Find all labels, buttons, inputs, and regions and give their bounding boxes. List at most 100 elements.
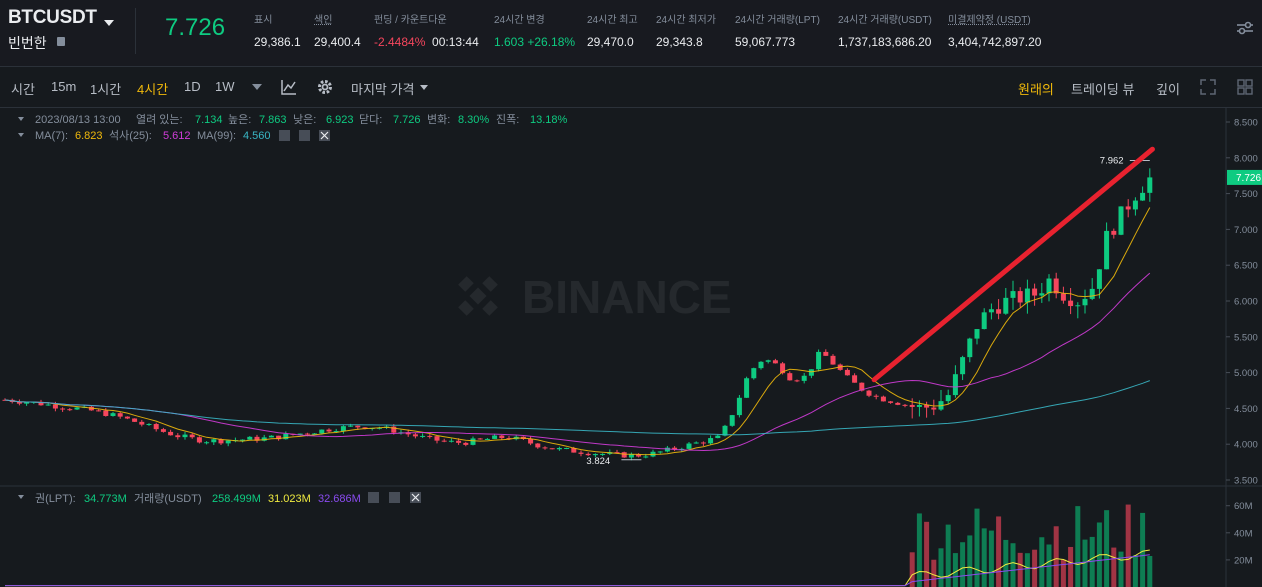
candle-body — [736, 397, 742, 416]
candle-body — [1118, 206, 1124, 235]
view-original[interactable]: 원래의 — [1018, 82, 1054, 97]
interval-4h[interactable]: 4시간 — [137, 82, 169, 97]
candle-body — [600, 453, 606, 455]
view-depth[interactable]: 깊이 — [1156, 82, 1180, 97]
candle-body — [420, 435, 426, 437]
chevron-down-icon[interactable] — [420, 85, 428, 91]
candle-body — [902, 404, 908, 406]
stat-value: 29,386.1 — [254, 35, 301, 49]
candle-body — [297, 433, 303, 435]
stat-value: 29,400.4 — [314, 35, 361, 49]
candle-body — [16, 401, 22, 404]
interval-1h[interactable]: 1시간 — [90, 82, 122, 97]
book-icon[interactable] — [57, 37, 65, 46]
last-price: 7.726 — [165, 14, 226, 41]
candle-body — [556, 447, 562, 450]
volume-settings-icon[interactable] — [389, 492, 400, 503]
sliders-icon[interactable] — [1236, 20, 1254, 36]
candle-body — [931, 407, 937, 410]
stat-label[interactable]: 미결제약정 (USDT) — [948, 15, 1031, 26]
candle-body — [780, 363, 786, 374]
layout-grid-icon[interactable] — [1237, 79, 1253, 95]
volume-ma1-value: 31.023M — [268, 493, 311, 505]
candle-body — [247, 436, 253, 440]
legend-low-label: 낮은: — [293, 113, 316, 126]
candle-body — [283, 433, 289, 440]
candle-body — [1053, 278, 1059, 294]
candle-body — [204, 442, 210, 444]
ohlc-legend: 2023/08/13 13:00 열려 있는: 7.134 높은: 7.863 … — [18, 113, 568, 142]
ma25-line — [4, 272, 1151, 452]
volume-bar — [1010, 543, 1016, 587]
indicator-icon[interactable] — [281, 79, 297, 95]
stat-index: 색인 29,400.4 — [314, 11, 361, 49]
candle-body — [1104, 230, 1110, 270]
candle-body — [700, 442, 706, 444]
legend-close: 7.726 — [393, 114, 421, 126]
candle-body — [729, 415, 735, 426]
candle-body — [916, 404, 922, 407]
volume-bar — [945, 524, 951, 587]
legend-toggle-icon[interactable] — [18, 117, 24, 121]
price-tick-label: 6.000 — [1234, 297, 1258, 308]
volume-toggle-icon[interactable] — [18, 495, 24, 499]
candle-body — [319, 429, 325, 434]
candles — [2, 168, 1153, 461]
settings-gear-icon[interactable] — [317, 79, 333, 95]
candle-body — [751, 368, 757, 379]
volume-bar — [988, 530, 994, 587]
interval-1w[interactable]: 1W — [215, 79, 235, 94]
candle-body — [492, 435, 498, 439]
candle-body — [175, 435, 181, 438]
candle-body — [1032, 288, 1038, 296]
stat-label[interactable]: 색인 — [314, 15, 333, 26]
price-type-select[interactable]: 마지막 가격 — [351, 82, 415, 97]
candle-body — [312, 433, 318, 435]
legend-open: 7.134 — [195, 114, 223, 126]
price-chart[interactable]: BINANCE 8.500 8.000 7.500 7.000 6.500 6.000 5.… — [0, 108, 1262, 587]
ma-visibility-icon[interactable] — [279, 130, 290, 141]
view-tradingview[interactable]: 트레이딩 뷰 — [1071, 82, 1135, 97]
candle-body — [1060, 293, 1066, 301]
candle-body — [801, 375, 807, 381]
stat-label: 24시간 최고 — [587, 15, 638, 26]
candle-body — [67, 409, 73, 411]
stat-value: -2.4484% 00:13:44 — [374, 35, 479, 49]
legend-change: 8.30% — [458, 114, 489, 126]
stat-24h-high: 24시간 최고 29,470.0 — [587, 11, 638, 49]
watermark-text: BINANCE — [522, 271, 732, 323]
volume-visibility-icon[interactable] — [368, 492, 379, 503]
more-intervals-icon[interactable] — [252, 84, 262, 91]
interval-1d[interactable]: 1D — [184, 79, 201, 94]
candle-body — [434, 436, 440, 441]
candle-body — [506, 438, 512, 440]
volume-bar — [1068, 546, 1074, 587]
ma7-label: MA(7): — [35, 130, 68, 142]
candle-body — [211, 439, 217, 443]
candle-body — [139, 421, 145, 425]
candle-body — [657, 451, 663, 453]
fullscreen-icon[interactable] — [1200, 79, 1216, 95]
ma-toggle-icon[interactable] — [18, 133, 24, 137]
chevron-down-icon[interactable] — [104, 20, 114, 26]
volume-bar — [1125, 504, 1131, 587]
price-tick-label: 5.500 — [1234, 332, 1258, 343]
legend-open-label: 열려 있는: — [136, 113, 183, 126]
ma7-value: 6.823 — [75, 130, 103, 142]
candle-body — [1147, 177, 1153, 193]
volume-usdt-value: 258.499M — [212, 493, 261, 505]
candle-body — [636, 454, 642, 457]
candle-body — [844, 369, 850, 376]
funding-rate: -2.4484% — [374, 35, 426, 49]
ma-settings-icon[interactable] — [299, 130, 310, 141]
symbol-name[interactable]: BTCUSDT — [8, 7, 97, 28]
candle-body — [160, 429, 166, 432]
interval-15m[interactable]: 15m — [51, 79, 77, 94]
interval-time[interactable]: 시간 — [11, 82, 35, 97]
volume-bar — [1104, 510, 1110, 587]
candle-body — [477, 438, 483, 440]
legend-low: 6.923 — [326, 114, 354, 126]
candle-body — [542, 447, 548, 449]
candle-body — [996, 309, 1002, 314]
candle-body — [1089, 288, 1095, 299]
